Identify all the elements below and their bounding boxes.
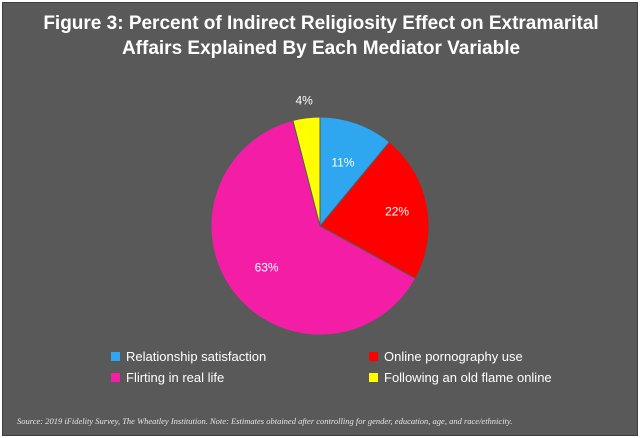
pie-slice-flirting-in-real-life bbox=[210, 119, 417, 336]
pie-slice-following-an-old-flame-online bbox=[292, 116, 321, 227]
data-label: 22% bbox=[385, 204, 409, 218]
legend-swatch bbox=[369, 373, 378, 382]
chart-title-line-2: Affairs Explained By Each Mediator Varia… bbox=[121, 38, 521, 59]
chart-title-line-1: Figure 3: Percent of Indirect Religiosit… bbox=[43, 13, 599, 34]
legend-swatch bbox=[111, 373, 120, 382]
legend-label: Online pornography use bbox=[384, 349, 523, 364]
source-note: Source: 2019 iFidelity Survey, The Wheat… bbox=[17, 416, 513, 426]
legend-item-flirting-in-real-life: Flirting in real life bbox=[111, 370, 224, 386]
pie-chart: 11% 22% 63% 4% bbox=[210, 94, 430, 336]
legend-label: Flirting in real life bbox=[126, 370, 225, 385]
chart-title: Figure 3: Percent of Indirect Religiosit… bbox=[3, 11, 639, 61]
legend-label: Relationship satisfaction bbox=[126, 349, 267, 364]
data-label: 11% bbox=[331, 155, 354, 169]
legend-swatch bbox=[111, 352, 120, 361]
legend-item-following-an-old-flame-online: Following an old flame online bbox=[369, 370, 552, 386]
legend-swatch bbox=[369, 352, 378, 361]
data-label: 63% bbox=[255, 260, 279, 274]
legend-label: Following an old flame online bbox=[384, 370, 552, 385]
pie-slice-online-pornography-use bbox=[319, 141, 430, 280]
legend-item-online-pornography-use: Online pornography use bbox=[369, 349, 523, 365]
legend-item-relationship-satisfaction: Relationship satisfaction bbox=[111, 349, 266, 365]
pie-slice-relationship-satisfaction bbox=[319, 116, 391, 228]
data-label: 4% bbox=[295, 94, 313, 108]
